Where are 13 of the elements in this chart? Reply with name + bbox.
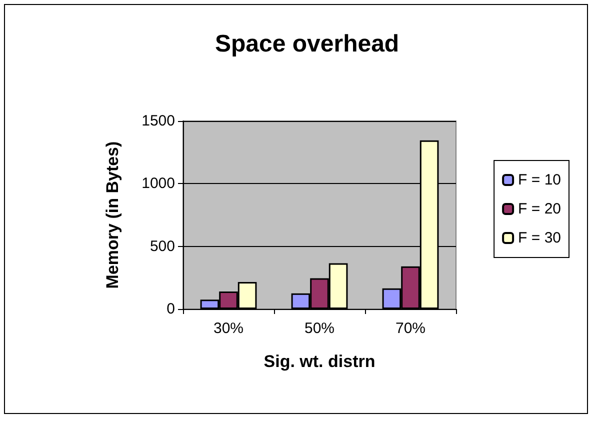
legend-label: F = 30 (518, 230, 562, 246)
y-tick-label: 1000 (142, 175, 175, 192)
chart-title: Space overhead (215, 30, 400, 58)
legend-label: F = 10 (518, 172, 562, 188)
x-tick-label: 50% (304, 320, 335, 337)
x-tick-label: 30% (213, 320, 244, 337)
y-tick-label: 1500 (142, 112, 175, 130)
x-tick-label: 70% (395, 320, 426, 337)
legend-label: F = 20 (518, 200, 562, 218)
x-axis-title: Sig. wt. distrn (264, 352, 376, 371)
y-axis-title: Memory (in Bytes) (103, 141, 122, 289)
y-tick-label: 500 (150, 238, 175, 255)
y-tick-label: 0 (166, 300, 175, 318)
